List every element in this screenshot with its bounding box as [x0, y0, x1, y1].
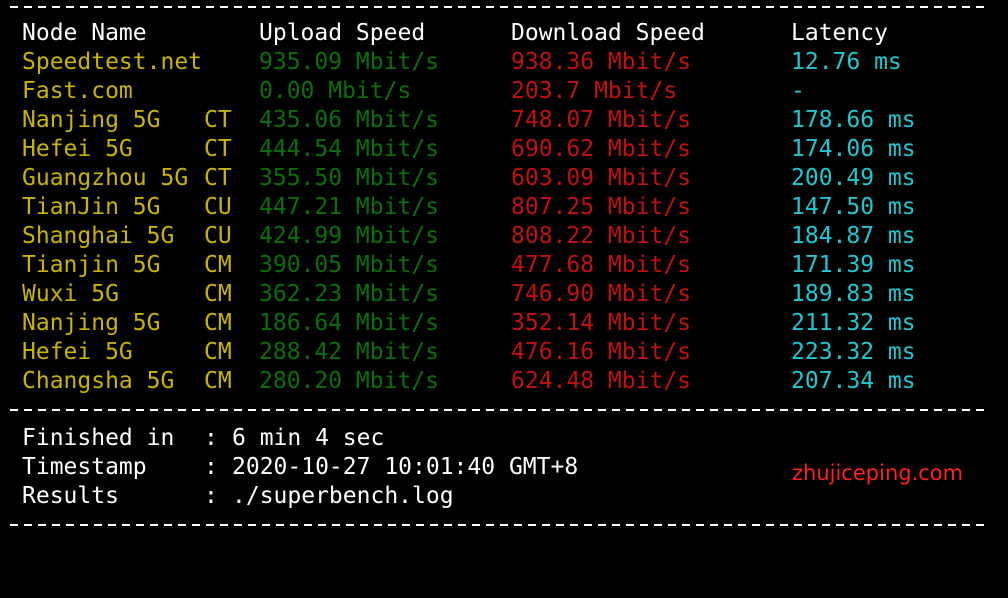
download-speed: 748.07 Mbit/s	[511, 107, 692, 133]
isp: CT	[204, 107, 232, 133]
latency: 178.66 ms	[791, 107, 916, 133]
upload-speed: 280.20 Mbit/s	[259, 368, 440, 394]
node-name: Nanjing 5G	[22, 107, 161, 133]
node-name: Hefei 5G	[22, 136, 133, 162]
node-name: Guangzhou 5G	[22, 165, 189, 191]
footer-key: Results	[22, 483, 119, 509]
latency: 184.87 ms	[791, 223, 916, 249]
node-name: Wuxi 5G	[22, 281, 119, 307]
latency: 12.76 ms	[791, 49, 902, 75]
isp: CT	[204, 136, 232, 162]
download-speed: 938.36 Mbit/s	[511, 49, 692, 75]
table-row: Hefei 5G CM 288.42 Mbit/s 476.16 Mbit/s 223.…	[0, 338, 1008, 367]
latency: 223.32 ms	[791, 339, 916, 365]
upload-speed: 447.21 Mbit/s	[259, 194, 440, 220]
isp: CM	[204, 339, 232, 365]
node-name: Hefei 5G	[22, 339, 133, 365]
footer-sep: :	[204, 454, 218, 480]
table-row: Hefei 5G CT 444.54 Mbit/s 690.62 Mbit/s 174.…	[0, 135, 1008, 164]
node-name: Tianjin 5G	[22, 252, 161, 278]
node-name: Fast.com	[22, 78, 133, 104]
latency: 171.39 ms	[791, 252, 916, 278]
latency: 207.34 ms	[791, 368, 916, 394]
download-speed: 476.16 Mbit/s	[511, 339, 692, 365]
node-name: TianJin 5G	[22, 194, 161, 220]
download-speed: 807.25 Mbit/s	[511, 194, 692, 220]
table-row: Fast.com 0.00 Mbit/s 203.7 Mbit/s -	[0, 77, 1008, 106]
table-row: Nanjing 5G CM 186.64 Mbit/s 352.14 Mbit/s 21…	[0, 309, 1008, 338]
footer-key: Finished in	[22, 425, 175, 451]
latency: 211.32 ms	[791, 310, 916, 336]
upload-speed: 362.23 Mbit/s	[259, 281, 440, 307]
latency: 200.49 ms	[791, 165, 916, 191]
footer-value: ./superbench.log	[232, 483, 454, 509]
header-node: Node Name	[22, 20, 147, 46]
table-row: Wuxi 5G CM 362.23 Mbit/s 746.90 Mbit/s 189.8…	[0, 280, 1008, 309]
upload-speed: 0.00 Mbit/s	[259, 78, 412, 104]
divider-bottom	[10, 524, 990, 526]
download-speed: 746.90 Mbit/s	[511, 281, 692, 307]
footer-row: Timestamp : 2020-10-27 10:01:40 GMT+8	[0, 453, 1008, 482]
table-row: Speedtest.net 935.09 Mbit/s 938.36 Mbit/s 1…	[0, 48, 1008, 77]
download-speed: 624.48 Mbit/s	[511, 368, 692, 394]
isp: CM	[204, 310, 232, 336]
latency: 147.50 ms	[791, 194, 916, 220]
footer-value: 2020-10-27 10:01:40 GMT+8	[232, 454, 579, 480]
download-speed: 690.62 Mbit/s	[511, 136, 692, 162]
table-row: TianJin 5G CU 447.21 Mbit/s 807.25 Mbit/s 14…	[0, 193, 1008, 222]
upload-speed: 355.50 Mbit/s	[259, 165, 440, 191]
table-row: Tianjin 5G CM 390.05 Mbit/s 477.68 Mbit/s 17…	[0, 251, 1008, 280]
footer-sep: :	[204, 483, 218, 509]
download-speed: 808.22 Mbit/s	[511, 223, 692, 249]
node-name: Changsha 5G	[22, 368, 175, 394]
latency: 174.06 ms	[791, 136, 916, 162]
download-speed: 203.7 Mbit/s	[511, 78, 678, 104]
divider-top	[10, 6, 990, 8]
latency: 189.83 ms	[791, 281, 916, 307]
upload-speed: 288.42 Mbit/s	[259, 339, 440, 365]
node-name: Nanjing 5G	[22, 310, 161, 336]
download-speed: 477.68 Mbit/s	[511, 252, 692, 278]
footer-row: Finished in : 6 min 4 sec	[0, 424, 1008, 453]
upload-speed: 935.09 Mbit/s	[259, 49, 440, 75]
watermark: zhujiceping.com	[792, 461, 964, 485]
table-header: Node Name Upload Speed Download Speed La…	[0, 19, 1008, 48]
latency: -	[791, 78, 805, 104]
table-row: Changsha 5G CM 280.20 Mbit/s 624.48 Mbit/s 2…	[0, 367, 1008, 396]
table-row: Shanghai 5G CU 424.99 Mbit/s 808.22 Mbit/s 1…	[0, 222, 1008, 251]
divider-middle	[10, 409, 990, 411]
header-download: Download Speed	[511, 20, 705, 46]
table-row: Guangzhou 5G CT 355.50 Mbit/s 603.09 Mbit/s…	[0, 164, 1008, 193]
footer-key: Timestamp	[22, 454, 147, 480]
download-speed: 352.14 Mbit/s	[511, 310, 692, 336]
isp: CM	[204, 281, 232, 307]
isp: CM	[204, 368, 232, 394]
upload-speed: 444.54 Mbit/s	[259, 136, 440, 162]
header-upload: Upload Speed	[259, 20, 426, 46]
footer-sep: :	[204, 425, 218, 451]
footer-row: Results : ./superbench.log	[0, 482, 1008, 511]
isp: CU	[204, 223, 232, 249]
upload-speed: 186.64 Mbit/s	[259, 310, 440, 336]
footer-value: 6 min 4 sec	[232, 425, 385, 451]
upload-speed: 390.05 Mbit/s	[259, 252, 440, 278]
header-latency: Latency	[791, 20, 888, 46]
isp: CM	[204, 252, 232, 278]
download-speed: 603.09 Mbit/s	[511, 165, 692, 191]
isp: CT	[204, 165, 232, 191]
node-name: Shanghai 5G	[22, 223, 175, 249]
upload-speed: 424.99 Mbit/s	[259, 223, 440, 249]
node-name: Speedtest.net	[22, 49, 203, 75]
isp: CU	[204, 194, 232, 220]
upload-speed: 435.06 Mbit/s	[259, 107, 440, 133]
table-row: Nanjing 5G CT 435.06 Mbit/s 748.07 Mbit/s 17…	[0, 106, 1008, 135]
